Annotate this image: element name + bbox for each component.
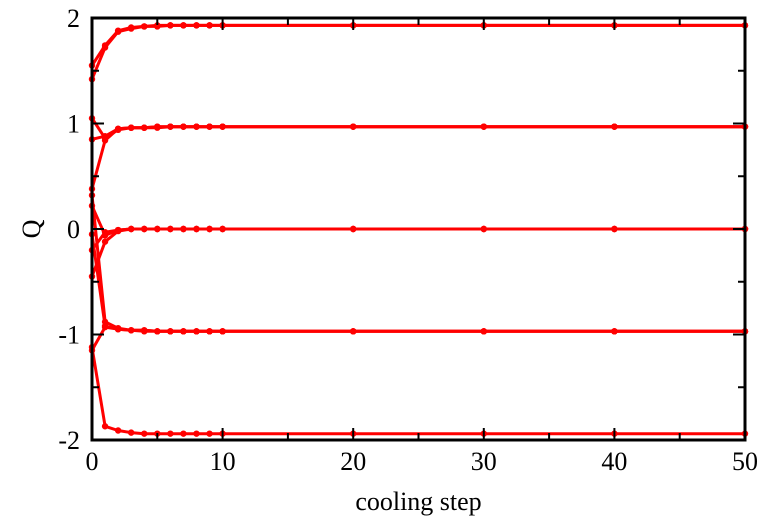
series-10-point-9 [206, 328, 213, 335]
series-10-point-11 [350, 328, 357, 335]
series-line-0 [90, 23, 747, 81]
series-11-point-6 [167, 430, 174, 437]
series-4-point-4 [141, 124, 148, 131]
series-line-5 [90, 204, 747, 237]
series-11-point-3 [127, 429, 135, 436]
series-1-point-1 [101, 42, 109, 49]
y-tick-label: -2 [58, 426, 80, 455]
y-tick-label: -1 [58, 321, 80, 350]
series-7-point-11 [350, 225, 357, 233]
series-10-point-12 [480, 328, 487, 335]
series-1-point-7 [180, 22, 187, 29]
series-1-point-4 [141, 23, 148, 30]
series-layer [88, 22, 749, 437]
series-line-1 [90, 23, 747, 67]
series-10-point-3 [127, 327, 135, 334]
series-line-3 [90, 125, 747, 141]
series-1-point-8 [193, 22, 200, 29]
series-line-10 [90, 325, 747, 352]
series-7-point-8 [193, 225, 200, 233]
series-11-point-2 [114, 427, 122, 434]
series-line-9 [90, 193, 747, 333]
series-11-point-9 [206, 430, 213, 437]
series-line-8 [90, 232, 747, 333]
y-tick-label: 2 [67, 4, 80, 33]
series-4-point-8 [193, 123, 200, 130]
series-line-6 [90, 227, 747, 252]
y-axis-title: Q [17, 219, 46, 238]
series-4-point-9 [206, 123, 213, 130]
x-tick-label: 10 [210, 447, 236, 476]
axes-layer [90, 16, 747, 442]
labels-layer: 0 10 20 30 40 50 -2 -1 0 1 2 cooling step Q [17, 4, 758, 516]
series-7-point-5 [154, 225, 161, 233]
series-1-point-3 [127, 24, 135, 31]
series-4-point-12 [480, 123, 487, 130]
series-10-point-10 [219, 328, 226, 335]
series-10-point-4 [141, 328, 148, 335]
series-9-point-1 [101, 318, 109, 326]
x-tick-label: 50 [732, 447, 758, 476]
series-1-point-6 [167, 22, 174, 29]
series-10-point-6 [167, 328, 174, 335]
x-axis-title: cooling step [355, 487, 481, 516]
series-1-point-5 [154, 22, 161, 29]
series-line-11 [90, 345, 747, 436]
series-4-point-7 [180, 123, 187, 130]
series-10-point-13 [611, 328, 618, 335]
series-7-point-3 [127, 225, 135, 233]
series-7-point-6 [167, 225, 174, 233]
series-11-point-1 [101, 423, 109, 430]
series-11-point-7 [180, 430, 187, 437]
series-4-point-10 [219, 123, 226, 130]
series-10-point-2 [114, 326, 122, 333]
series-7-point-4 [141, 225, 148, 233]
series-6-point-1 [101, 228, 109, 236]
series-10-point-1 [101, 323, 109, 331]
series-line-7 [90, 227, 747, 278]
series-7-point-1 [101, 238, 109, 245]
series-11-point-8 [193, 430, 200, 437]
series-4-point-2 [114, 125, 122, 132]
series-7-point-12 [480, 225, 487, 233]
series-1-point-9 [206, 22, 213, 29]
series-7-point-7 [180, 225, 187, 233]
series-7-point-2 [114, 227, 122, 235]
series-10-point-5 [154, 328, 161, 335]
series-4-point-6 [167, 123, 174, 130]
series-4-point-3 [127, 124, 135, 131]
series-4-point-1 [101, 137, 109, 144]
series-4-point-13 [611, 123, 618, 130]
series-line-4 [90, 125, 747, 191]
y-tick-label: 0 [67, 215, 80, 244]
series-11-point-4 [141, 430, 148, 437]
series-7-point-10 [219, 225, 226, 233]
x-tick-label: 30 [471, 447, 497, 476]
series-10-point-7 [180, 328, 187, 335]
series-7-point-13 [611, 225, 618, 233]
series-4-point-5 [154, 123, 161, 130]
series-10-point-8 [193, 328, 200, 335]
series-line-2 [90, 116, 747, 140]
series-7-point-9 [206, 225, 213, 233]
x-tick-label: 0 [86, 447, 99, 476]
x-tick-label: 40 [601, 447, 627, 476]
series-4-point-11 [350, 123, 357, 130]
x-tick-label: 20 [340, 447, 366, 476]
y-tick-label: 1 [67, 110, 80, 139]
series-1-point-2 [114, 27, 122, 34]
